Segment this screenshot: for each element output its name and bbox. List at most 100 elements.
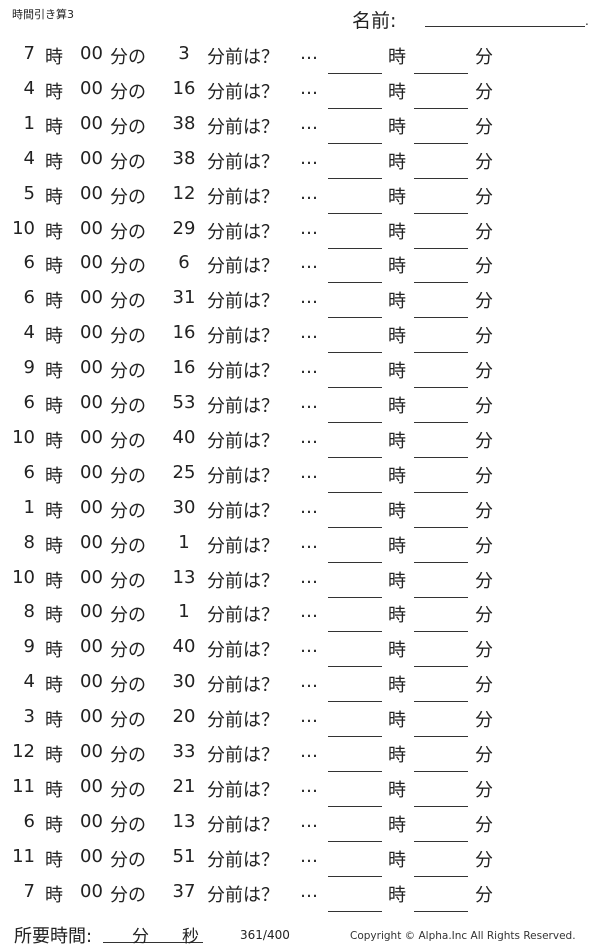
answer-hour-label: 時 xyxy=(388,640,406,662)
ellipsis: … xyxy=(300,392,318,413)
answer-minute-field[interactable] xyxy=(414,422,468,423)
answer-hour-field[interactable] xyxy=(328,212,382,214)
answer-minute-field[interactable] xyxy=(414,352,468,354)
answer-minute-field[interactable] xyxy=(414,910,468,912)
minute-of-label: 分の xyxy=(110,675,146,697)
answer-minute-field[interactable] xyxy=(414,875,468,877)
answer-hour-field[interactable] xyxy=(328,317,382,319)
hour-value: 4 xyxy=(23,77,35,99)
answer-hour-label: 時 xyxy=(388,884,406,906)
answer-hour-field[interactable] xyxy=(328,177,382,179)
minute-zero: 00 xyxy=(80,217,103,239)
answer-hour-field[interactable] xyxy=(328,771,382,772)
hour-label: 時 xyxy=(45,326,63,348)
hour-value: 6 xyxy=(23,287,35,309)
before-question: 分前は？ xyxy=(207,396,279,417)
answer-minute-field[interactable] xyxy=(414,177,468,179)
minute-zero: 00 xyxy=(80,741,103,762)
minute-of-label: 分の xyxy=(110,570,146,592)
hour-label: 時 xyxy=(45,849,63,871)
minute-zero: 00 xyxy=(80,112,103,134)
hour-label: 時 xyxy=(45,675,63,697)
answer-hour-field[interactable] xyxy=(328,666,382,668)
answer-hour-field[interactable] xyxy=(328,840,382,842)
answer-hour-field[interactable] xyxy=(328,875,382,877)
minutes-before-value: 29 xyxy=(172,217,196,239)
before-question: 分前は？ xyxy=(207,361,279,383)
hour-value: 9 xyxy=(23,357,35,379)
hour-value: 4 xyxy=(23,322,35,344)
answer-minute-field[interactable] xyxy=(414,247,468,249)
hour-label: 時 xyxy=(45,640,63,662)
answer-minute-field[interactable] xyxy=(414,840,468,842)
answer-minute-field[interactable] xyxy=(414,107,468,109)
answer-minute-label: 分 xyxy=(475,500,493,522)
minute-of-label: 分の xyxy=(110,884,146,906)
answer-hour-field[interactable] xyxy=(328,526,382,528)
answer-minute-field[interactable] xyxy=(414,491,468,493)
ellipsis: … xyxy=(300,426,318,448)
answer-minute-field[interactable] xyxy=(414,736,468,738)
answer-hour-field[interactable] xyxy=(328,387,382,389)
hour-value: 1 xyxy=(23,112,35,134)
answer-minute-field[interactable] xyxy=(414,596,468,598)
answer-minute-field[interactable] xyxy=(414,387,468,389)
hour-value: 8 xyxy=(23,601,35,623)
answer-hour-label: 時 xyxy=(388,535,406,557)
answer-minute-field[interactable] xyxy=(414,805,468,807)
answer-hour-field[interactable] xyxy=(328,352,382,354)
answer-hour-field[interactable] xyxy=(328,107,382,109)
answer-hour-field[interactable] xyxy=(328,910,382,912)
time-taken-field[interactable] xyxy=(103,942,203,943)
minute-of-label: 分の xyxy=(110,81,146,103)
answer-hour-field[interactable] xyxy=(328,736,382,738)
answer-hour-field[interactable] xyxy=(328,631,382,633)
answer-hour-field[interactable] xyxy=(328,805,382,807)
answer-minute-field[interactable] xyxy=(414,666,468,668)
before-question: 分前は？ xyxy=(207,47,279,68)
before-question: 分前は？ xyxy=(207,710,279,732)
answer-hour-field[interactable] xyxy=(328,491,382,493)
answer-hour-field[interactable] xyxy=(328,701,382,703)
answer-minute-field[interactable] xyxy=(414,561,468,563)
minutes-before-value: 31 xyxy=(172,287,196,309)
answer-minute-field[interactable] xyxy=(414,212,468,214)
answer-minute-field[interactable] xyxy=(414,771,468,772)
ellipsis: … xyxy=(300,741,318,762)
answer-minute-label: 分 xyxy=(475,116,493,138)
answer-minute-field[interactable] xyxy=(414,526,468,528)
hour-value: 6 xyxy=(23,461,35,483)
answer-hour-field[interactable] xyxy=(328,282,382,284)
hour-label: 時 xyxy=(45,116,63,138)
answer-minute-label: 分 xyxy=(475,326,493,348)
hour-label: 時 xyxy=(45,256,63,278)
answer-minute-field[interactable] xyxy=(414,73,468,74)
answer-hour-field[interactable] xyxy=(328,247,382,249)
problem-row: 11 時 00 分の 51 分前は？ … 時 分 xyxy=(0,846,600,877)
answer-hour-field[interactable] xyxy=(328,561,382,563)
answer-hour-field[interactable] xyxy=(328,142,382,144)
hour-label: 時 xyxy=(45,710,63,732)
answer-hour-field[interactable] xyxy=(328,73,382,74)
answer-minute-field[interactable] xyxy=(414,701,468,703)
answer-minute-label: 分 xyxy=(475,221,493,243)
minute-zero: 00 xyxy=(80,566,103,588)
answer-hour-field[interactable] xyxy=(328,456,382,458)
ellipsis: … xyxy=(300,112,318,134)
answer-minute-field[interactable] xyxy=(414,631,468,633)
name-field[interactable] xyxy=(425,26,585,27)
answer-hour-label: 時 xyxy=(388,605,406,627)
ellipsis: … xyxy=(300,706,318,728)
hour-label: 時 xyxy=(45,605,63,627)
answer-hour-field[interactable] xyxy=(328,422,382,423)
answer-minute-field[interactable] xyxy=(414,317,468,319)
answer-minute-field[interactable] xyxy=(414,282,468,284)
minutes-before-value: 53 xyxy=(172,392,196,413)
problem-row: 1 時 00 分の 30 分前は？… 時分 xyxy=(0,497,600,528)
answer-minute-field[interactable] xyxy=(414,456,468,458)
answer-minute-field[interactable] xyxy=(414,142,468,144)
answer-hour-label: 時 xyxy=(388,186,406,208)
before-question: 分前は？ xyxy=(207,291,279,313)
before-question: 分前は？ xyxy=(207,256,279,278)
answer-hour-field[interactable] xyxy=(328,596,382,598)
